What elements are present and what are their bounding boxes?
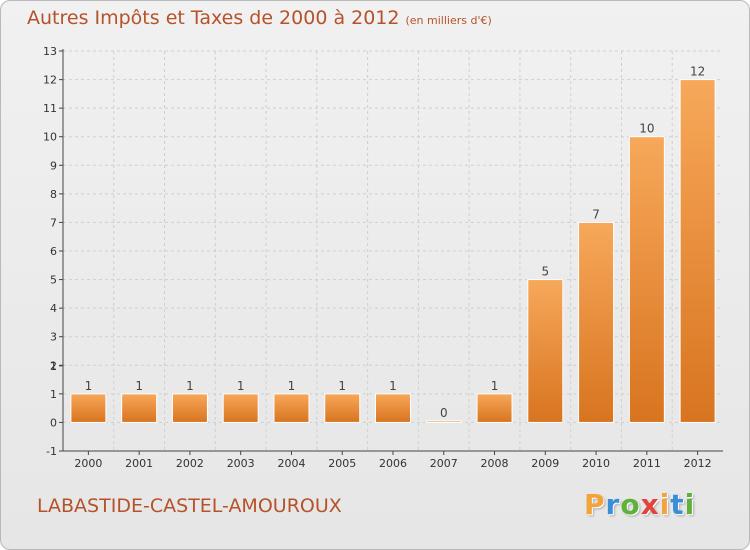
x-tick-label: 2004 bbox=[277, 457, 305, 470]
x-tick-label: 2009 bbox=[531, 457, 559, 470]
bar bbox=[679, 79, 716, 423]
y-tick-label: 1 bbox=[50, 388, 57, 401]
y-tick-label: -1 bbox=[46, 445, 57, 458]
y-tick-label: 4 bbox=[50, 302, 57, 315]
y-tick-label: 2 bbox=[50, 359, 57, 372]
bar bbox=[425, 420, 462, 423]
x-tick-label: 2000 bbox=[74, 457, 102, 470]
commune-name: LABASTIDE-CASTEL-AMOUROUX bbox=[37, 495, 342, 517]
chart-title-text: Autres Impôts et Taxes de 2000 à 2012 bbox=[27, 7, 400, 29]
logo-letter: t bbox=[670, 488, 685, 521]
logo-letter: r bbox=[605, 488, 621, 521]
y-tick-label: 10 bbox=[43, 131, 57, 144]
y-tick-label: 8 bbox=[50, 188, 57, 201]
x-tick-label: 2006 bbox=[379, 457, 407, 470]
x-tick-label: 2005 bbox=[328, 457, 356, 470]
bar bbox=[375, 393, 411, 423]
bar-chart: -101123456789101112131200012001120021200… bbox=[43, 45, 723, 470]
y-tick-label: 13 bbox=[43, 45, 57, 58]
data-label: 7 bbox=[592, 207, 600, 221]
data-label: 12 bbox=[690, 65, 705, 79]
y-tick-label: 12 bbox=[43, 74, 57, 87]
data-label: 1 bbox=[389, 379, 397, 393]
logo-letter: i bbox=[684, 488, 696, 521]
data-label: 1 bbox=[491, 379, 499, 393]
data-label: 1 bbox=[237, 379, 245, 393]
data-label: 1 bbox=[186, 379, 194, 393]
y-tick-label: 7 bbox=[50, 216, 57, 229]
bar bbox=[578, 221, 615, 423]
proxiti-logo: Proxiti bbox=[584, 488, 695, 521]
y-tick-label: 1 bbox=[50, 360, 57, 373]
x-tick-label: 2002 bbox=[176, 457, 204, 470]
data-label: 1 bbox=[135, 379, 143, 393]
y-tick-label: 11 bbox=[43, 102, 57, 115]
bar bbox=[70, 393, 107, 423]
logo-letter: i bbox=[659, 488, 671, 521]
logo-letter: o bbox=[620, 488, 641, 521]
data-label: 5 bbox=[541, 265, 549, 279]
y-tick-label: 3 bbox=[50, 331, 57, 344]
x-tick-label: 2012 bbox=[684, 457, 712, 470]
data-label: 1 bbox=[338, 379, 346, 393]
bar bbox=[121, 393, 158, 423]
y-tick-label: 0 bbox=[50, 416, 57, 429]
x-tick-label: 2003 bbox=[227, 457, 255, 470]
bar bbox=[273, 393, 310, 423]
bar bbox=[628, 136, 665, 423]
bar bbox=[324, 393, 361, 423]
bar bbox=[476, 393, 513, 423]
logo-letter: P bbox=[584, 488, 606, 521]
data-label: 1 bbox=[85, 379, 93, 393]
x-tick-label: 2008 bbox=[481, 457, 509, 470]
bar bbox=[527, 279, 564, 423]
bar bbox=[171, 393, 208, 423]
x-tick-label: 2007 bbox=[430, 457, 458, 470]
y-tick-label: 9 bbox=[50, 159, 57, 172]
bar bbox=[222, 393, 259, 423]
x-tick-label: 2010 bbox=[582, 457, 610, 470]
x-tick-label: 2011 bbox=[633, 457, 661, 470]
chart-subtitle: (en milliers d'€) bbox=[405, 14, 492, 27]
data-label: 0 bbox=[440, 406, 448, 420]
y-tick-label: 6 bbox=[50, 245, 57, 258]
chart-title: Autres Impôts et Taxes de 2000 à 2012 (en… bbox=[27, 7, 492, 29]
data-label: 10 bbox=[639, 122, 654, 136]
x-tick-label: 2001 bbox=[125, 457, 153, 470]
logo-letter: x bbox=[640, 488, 660, 521]
y-tick-label: 5 bbox=[50, 274, 57, 287]
data-label: 1 bbox=[288, 379, 296, 393]
